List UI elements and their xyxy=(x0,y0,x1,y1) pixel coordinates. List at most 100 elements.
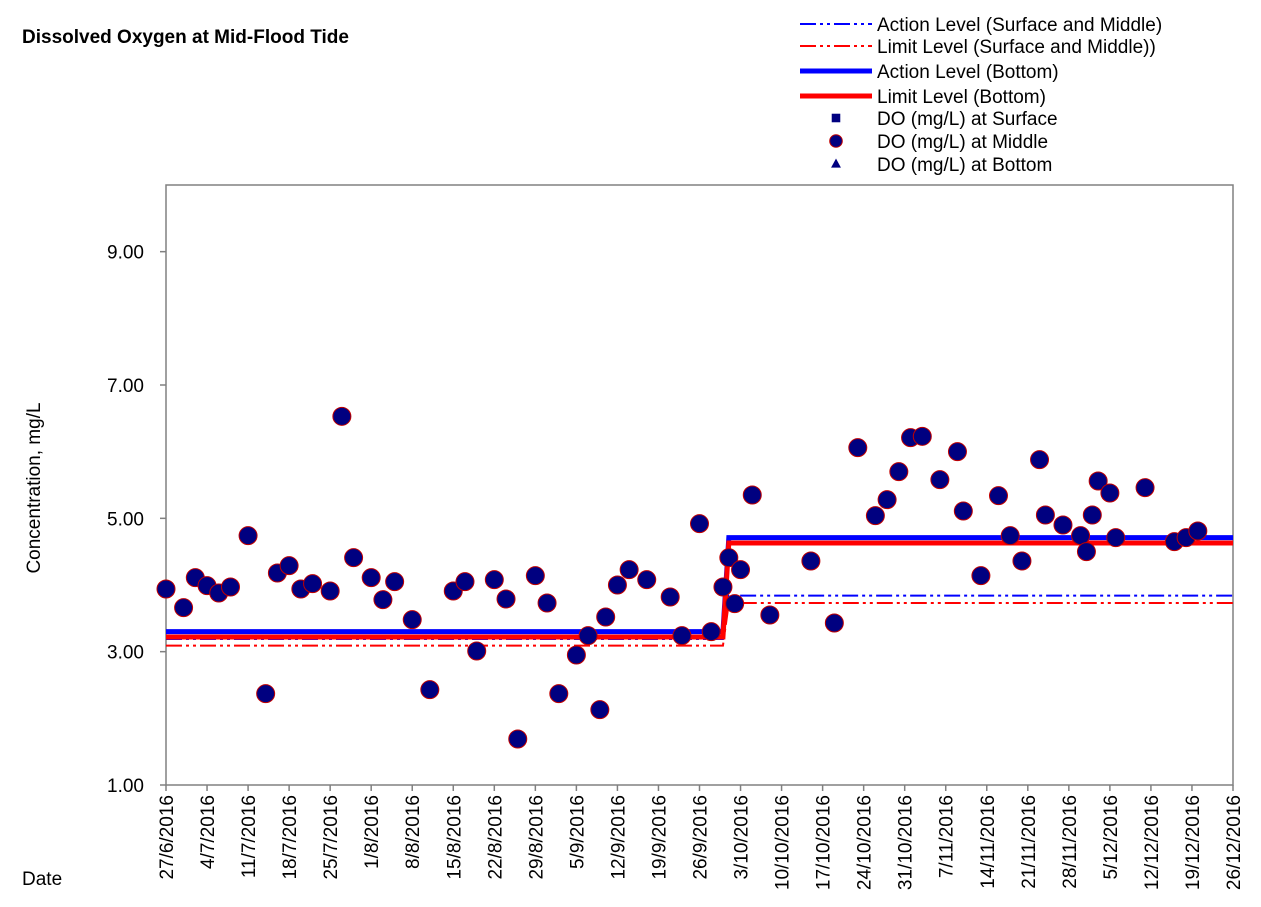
legend-label: DO (mg/L) at Surface xyxy=(877,109,1058,130)
data-point xyxy=(725,594,745,614)
x-tick-label: 3/10/2016 xyxy=(732,795,753,880)
x-tick-label: 14/11/2016 xyxy=(978,795,999,889)
x-tick-label: 12/9/2016 xyxy=(608,795,629,880)
y-axis-label: Concentration, mg/L xyxy=(24,402,45,573)
data-point xyxy=(637,570,657,590)
data-point xyxy=(496,589,516,609)
legend-label: DO (mg/L) at Bottom xyxy=(877,155,1052,176)
data-point xyxy=(332,406,352,426)
data-point xyxy=(1100,483,1120,503)
data-point xyxy=(525,566,545,586)
data-point xyxy=(760,605,780,625)
x-tick-label: 10/10/2016 xyxy=(773,795,794,890)
data-point xyxy=(1088,471,1108,491)
data-point xyxy=(713,577,733,597)
x-tick-label: 27/6/2016 xyxy=(157,795,178,880)
x-tick-label: 26/9/2016 xyxy=(691,795,712,880)
plot-frame xyxy=(165,184,1234,786)
x-tick-label: 31/10/2016 xyxy=(896,795,917,890)
data-point xyxy=(373,590,393,610)
data-point xyxy=(742,485,762,505)
data-point xyxy=(848,438,868,458)
x-axis-label: Date xyxy=(22,869,62,890)
x-tick-label: 5/9/2016 xyxy=(567,795,588,869)
data-point xyxy=(1188,521,1208,541)
x-tick-label: 24/10/2016 xyxy=(855,795,876,890)
data-point xyxy=(971,566,991,586)
x-tick-label: 5/12/2016 xyxy=(1101,795,1122,880)
chart-title: Dissolved Oxygen at Mid-Flood Tide xyxy=(22,27,349,48)
data-point xyxy=(578,626,598,646)
data-point xyxy=(537,593,557,613)
data-point xyxy=(361,568,381,588)
data-point xyxy=(596,607,616,627)
x-tick-label: 18/7/2016 xyxy=(280,795,301,880)
data-point xyxy=(1053,515,1073,535)
data-point xyxy=(508,729,528,749)
data-point xyxy=(320,581,340,601)
data-point xyxy=(402,610,422,630)
data-point xyxy=(953,501,973,521)
legend-marker xyxy=(829,134,843,148)
data-point xyxy=(1012,551,1032,571)
data-point xyxy=(889,462,909,482)
data-point xyxy=(549,684,569,704)
legend-label: DO (mg/L) at Middle xyxy=(877,132,1048,153)
legend-label: Limit Level (Surface and Middle)) xyxy=(877,37,1156,58)
data-point xyxy=(701,622,721,642)
data-point xyxy=(455,572,475,592)
legend-label: Action Level (Bottom) xyxy=(877,62,1059,83)
data-point xyxy=(156,579,176,599)
data-point xyxy=(420,680,440,700)
x-tick-label: 25/7/2016 xyxy=(321,795,342,880)
data-point xyxy=(690,514,709,534)
data-point xyxy=(988,486,1008,506)
data-point xyxy=(672,626,692,646)
data-point xyxy=(1000,526,1020,546)
legend-marker xyxy=(831,158,841,168)
x-tick-label: 29/8/2016 xyxy=(526,795,547,880)
data-point xyxy=(1030,450,1050,470)
data-point xyxy=(865,506,885,526)
x-tick-label: 4/7/2016 xyxy=(198,795,219,869)
x-tick-label: 26/12/2016 xyxy=(1224,795,1245,890)
data-point xyxy=(1071,526,1091,546)
x-tick-label: 15/8/2016 xyxy=(444,795,465,880)
y-tick-label: 5.00 xyxy=(107,509,144,530)
x-tick-label: 11/7/2016 xyxy=(239,795,260,878)
x-tick-label: 22/8/2016 xyxy=(485,795,506,880)
data-point xyxy=(607,575,627,595)
y-tick-label: 3.00 xyxy=(107,643,144,664)
data-point xyxy=(1082,505,1102,525)
data-point xyxy=(824,613,844,633)
data-point xyxy=(1076,542,1096,562)
x-tick-label: 28/11/2016 xyxy=(1060,795,1081,889)
legend-label: Action Level (Surface and Middle) xyxy=(877,15,1162,36)
x-tick-label: 12/12/2016 xyxy=(1142,795,1163,890)
data-point xyxy=(279,556,299,576)
data-point xyxy=(877,490,897,510)
x-tick-label: 19/12/2016 xyxy=(1183,795,1204,890)
data-point xyxy=(238,526,258,546)
x-tick-label: 1/8/2016 xyxy=(362,795,383,869)
data-point xyxy=(731,560,751,580)
x-tick-label: 17/10/2016 xyxy=(814,795,835,890)
data-point xyxy=(719,548,739,568)
data-point xyxy=(385,572,405,592)
x-tick-label: 19/9/2016 xyxy=(649,795,670,880)
data-point xyxy=(801,551,821,571)
data-point xyxy=(566,645,586,665)
y-tick-label: 1.00 xyxy=(107,776,144,797)
data-point xyxy=(660,587,680,607)
data-point xyxy=(174,598,194,618)
legend-label: Limit Level (Bottom) xyxy=(877,87,1046,108)
data-point xyxy=(484,570,504,590)
data-point xyxy=(619,560,639,580)
data-point xyxy=(256,684,276,704)
data-point xyxy=(912,426,932,446)
data-point xyxy=(1106,528,1126,548)
legend-marker xyxy=(831,113,841,123)
y-tick-label: 7.00 xyxy=(107,376,144,397)
x-tick-label: 7/11/2016 xyxy=(937,795,958,878)
